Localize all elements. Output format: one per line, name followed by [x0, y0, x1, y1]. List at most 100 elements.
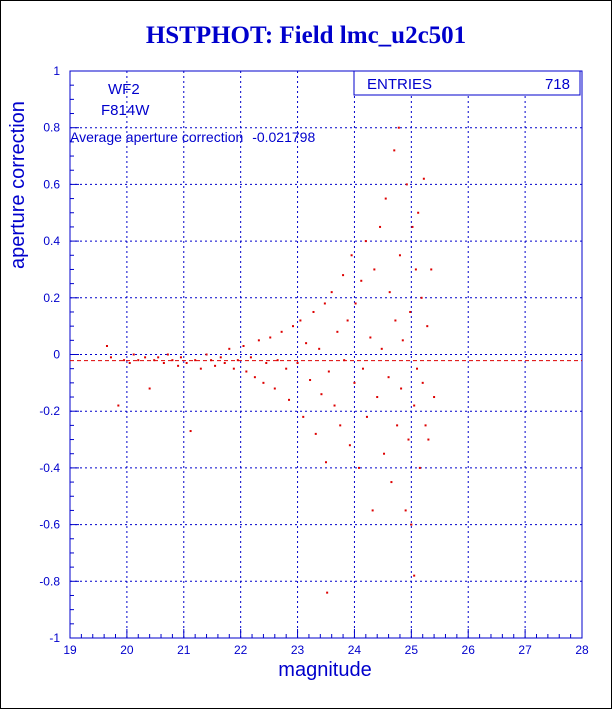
data-point [318, 347, 321, 350]
x-tick-label: 26 [462, 643, 476, 657]
data-point [348, 444, 351, 447]
data-point [371, 509, 374, 512]
data-point [387, 376, 390, 379]
data-point [276, 359, 279, 362]
data-point [262, 381, 265, 384]
data-point [339, 424, 342, 427]
data-point [299, 319, 302, 322]
data-point [420, 296, 423, 299]
data-point [365, 415, 368, 418]
y-tick-label: -0.2 [39, 404, 60, 418]
chart-title: HSTPHOT: Field lmc_u2c501 [145, 22, 467, 49]
data-point [350, 254, 353, 257]
y-tick-label: 0.2 [43, 291, 60, 305]
data-point [327, 370, 330, 373]
data-point [325, 461, 327, 464]
data-point [314, 432, 317, 435]
data-point [302, 415, 305, 418]
data-point [109, 356, 112, 359]
data-point [333, 404, 336, 407]
y-tick-label: -0.6 [39, 518, 60, 532]
y-tick-labels: -1 -0.8 -0.6 -0.4 -0.2 0 0.2 0.4 0.6 0.8 1 [39, 64, 60, 645]
data-point [388, 291, 391, 294]
data-point [410, 523, 413, 526]
x-tick-label: 24 [348, 643, 362, 657]
data-point [413, 574, 416, 577]
data-point [413, 404, 416, 407]
data-point [397, 126, 400, 129]
data-point [346, 319, 349, 322]
data-point [305, 342, 308, 345]
data-point [364, 240, 367, 243]
data-point [157, 356, 160, 359]
y-tick-label: 0 [53, 348, 60, 362]
data-point [401, 339, 404, 342]
data-point [232, 367, 235, 370]
data-point [400, 387, 403, 390]
data-point [373, 268, 376, 271]
data-point [236, 359, 239, 362]
data-point [199, 367, 202, 370]
data-points [105, 126, 436, 594]
data-point [242, 344, 245, 347]
data-point [433, 396, 436, 399]
entries-label: ENTRIES [367, 76, 432, 93]
average-correction-label: Average aperture correction -0.021798 [70, 129, 315, 145]
data-point [162, 362, 165, 365]
data-point [417, 211, 420, 214]
y-tick-label: -0.4 [39, 461, 60, 475]
y-tick-label: 1 [53, 64, 60, 78]
data-point [166, 353, 169, 356]
entries-value: 718 [545, 76, 570, 93]
entries-box: ENTRIES 718 [353, 70, 581, 96]
entries-box-frame [353, 70, 581, 96]
x-tick-label: 21 [177, 643, 191, 657]
data-point [416, 367, 419, 370]
data-point [257, 339, 260, 342]
data-point [323, 302, 326, 305]
data-point [422, 177, 425, 180]
data-point [404, 509, 407, 512]
filter-label: F814W [101, 102, 150, 119]
data-point [189, 430, 192, 433]
data-point [398, 254, 401, 257]
data-point [380, 347, 383, 350]
y-tick-label: 0.8 [43, 121, 60, 135]
data-point [288, 398, 291, 401]
data-point [105, 344, 108, 347]
data-point [383, 452, 386, 455]
data-point [132, 353, 135, 356]
data-point [405, 183, 408, 186]
data-point [427, 438, 430, 441]
data-point [393, 149, 396, 152]
x-tick-label: 28 [575, 643, 589, 657]
data-point [194, 359, 197, 362]
data-point [414, 268, 417, 271]
data-point [219, 356, 222, 359]
data-point [394, 319, 397, 322]
data-point [171, 359, 174, 362]
x-tick-label: 27 [518, 643, 532, 657]
data-point [424, 424, 427, 427]
y-tick-label: 0.6 [43, 177, 60, 191]
data-point [409, 310, 412, 313]
data-point [411, 225, 414, 228]
data-point [292, 325, 295, 328]
y-axis-label: aperture correction [7, 101, 29, 269]
data-point [128, 362, 131, 365]
data-point [361, 367, 364, 370]
data-point [153, 359, 156, 362]
data-point [205, 353, 208, 356]
data-point [179, 356, 182, 359]
average-correction-text: Average aperture correction [70, 129, 243, 145]
data-point [177, 364, 180, 367]
y-tick-label: -1 [49, 631, 60, 645]
data-point [360, 279, 363, 282]
data-point [376, 396, 379, 399]
data-point [245, 370, 248, 373]
data-point [223, 362, 226, 365]
data-point [418, 466, 421, 469]
data-point [269, 336, 272, 339]
data-point [430, 268, 433, 271]
